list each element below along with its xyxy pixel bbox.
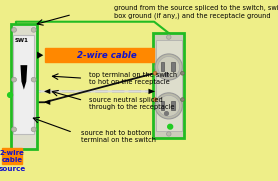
Circle shape bbox=[167, 35, 171, 39]
Circle shape bbox=[155, 54, 182, 80]
Circle shape bbox=[8, 93, 13, 97]
Circle shape bbox=[155, 93, 182, 119]
Bar bbox=[171, 101, 175, 110]
Text: source hot to bottom
terminal on the switch: source hot to bottom terminal on the swi… bbox=[81, 130, 157, 143]
Polygon shape bbox=[21, 65, 27, 90]
Bar bbox=[153, 33, 184, 138]
Polygon shape bbox=[44, 89, 50, 94]
Bar bbox=[161, 62, 164, 71]
Text: ground from the source spliced to the switch, switch
box ground (if any,) and th: ground from the source spliced to the sw… bbox=[113, 5, 278, 18]
Polygon shape bbox=[148, 89, 155, 94]
Bar bbox=[161, 101, 164, 110]
Text: top terminal on the switch
to hot on the receptacle: top terminal on the switch to hot on the… bbox=[89, 72, 177, 85]
Text: 2-wire cable: 2-wire cable bbox=[77, 51, 137, 60]
Circle shape bbox=[158, 95, 180, 116]
Polygon shape bbox=[37, 52, 43, 59]
Bar bbox=[2, 148, 22, 164]
Circle shape bbox=[31, 127, 36, 132]
Bar bbox=[156, 40, 182, 131]
Circle shape bbox=[180, 71, 184, 75]
Circle shape bbox=[31, 28, 36, 32]
Circle shape bbox=[12, 127, 16, 132]
Text: source: source bbox=[0, 166, 26, 172]
Circle shape bbox=[180, 98, 184, 101]
Bar bbox=[13, 35, 34, 134]
Circle shape bbox=[153, 98, 157, 101]
Text: SW1: SW1 bbox=[15, 38, 29, 43]
Circle shape bbox=[12, 77, 16, 82]
Bar bbox=[45, 48, 154, 62]
Text: 2-wire
cable: 2-wire cable bbox=[0, 150, 24, 163]
Circle shape bbox=[167, 132, 171, 136]
Polygon shape bbox=[44, 100, 50, 105]
Circle shape bbox=[31, 77, 36, 82]
Text: source neutral spliced
through to the receptacle: source neutral spliced through to the re… bbox=[89, 97, 175, 110]
Bar bbox=[171, 62, 175, 71]
Circle shape bbox=[165, 73, 168, 76]
Circle shape bbox=[153, 71, 157, 75]
Circle shape bbox=[12, 28, 16, 32]
Circle shape bbox=[158, 56, 180, 77]
Bar bbox=[11, 24, 37, 149]
Circle shape bbox=[168, 124, 173, 129]
Circle shape bbox=[165, 112, 168, 115]
